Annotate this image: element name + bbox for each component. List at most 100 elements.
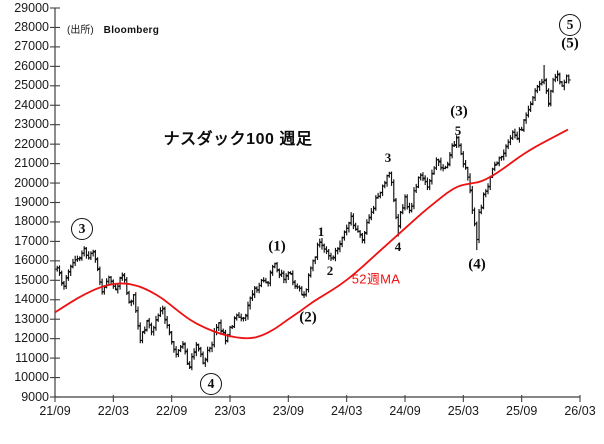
weekly-price-bar: [131, 294, 136, 305]
x-axis-tick-label: 23/03: [214, 404, 246, 418]
weekly-price-bar: [322, 243, 327, 253]
ohlc-bars: [55, 64, 571, 371]
weekly-price-bar: [546, 88, 551, 107]
weekly-price-bar: [495, 161, 499, 166]
weekly-price-bar: [492, 161, 497, 172]
y-axis-tick-label: 12000: [14, 331, 49, 346]
weekly-price-bar: [147, 317, 152, 329]
weekly-price-bar: [275, 262, 280, 273]
x-axis-tick-label: 23/09: [272, 404, 304, 418]
weekly-price-bar: [57, 265, 62, 276]
annotation-wave-5-circled: 5: [559, 14, 581, 36]
weekly-price-bar: [474, 221, 479, 251]
weekly-price-bar: [207, 346, 212, 353]
weekly-price-bar: [82, 246, 87, 257]
y-axis-tick-label: 25000: [14, 78, 49, 93]
x-axis-tick-label: 24/03: [331, 404, 363, 418]
weekly-price-bar: [358, 230, 363, 238]
weekly-price-bar: [351, 213, 356, 230]
weekly-price-bar: [544, 78, 549, 94]
weekly-price-bar: [113, 284, 118, 291]
weekly-price-bar: [533, 88, 538, 102]
y-axis-tick-label: 10000: [14, 370, 49, 385]
weekly-price-bar: [360, 233, 365, 244]
weekly-price-bar: [425, 177, 430, 191]
y-axis-tick-label: 27000: [14, 39, 49, 54]
weekly-price-bar: [369, 208, 374, 221]
weekly-price-bar: [439, 157, 443, 171]
weekly-price-bar: [104, 278, 109, 289]
weekly-price-bar: [436, 158, 441, 166]
weekly-price-bar: [391, 179, 396, 203]
weekly-price-bar: [180, 341, 185, 349]
weekly-price-bar: [398, 211, 403, 229]
weekly-price-bar: [522, 119, 526, 132]
annotation-minor-2: 2: [326, 263, 334, 278]
weekly-price-bar: [483, 189, 488, 198]
weekly-price-bar: [140, 331, 145, 344]
x-axis-tick-label: 25/03: [447, 404, 479, 418]
annotation-minor-5: 5: [454, 123, 462, 138]
weekly-price-bar: [201, 351, 205, 365]
weekly-price-bar: [320, 238, 324, 250]
weekly-price-bar: [80, 250, 84, 261]
weekly-price-bar: [198, 346, 203, 358]
weekly-price-bar: [91, 249, 96, 257]
weekly-price-bar: [333, 247, 338, 262]
weekly-price-bar: [400, 204, 405, 215]
weekly-price-bar: [329, 252, 333, 261]
weekly-price-bar: [306, 273, 311, 293]
weekly-price-bar: [160, 305, 165, 315]
weekly-price-bar: [447, 152, 452, 167]
weekly-price-bar: [183, 342, 188, 355]
weekly-price-bar: [434, 157, 439, 170]
weekly-price-bar: [526, 105, 531, 118]
x-axis-tick-label: 22/03: [97, 404, 129, 418]
annotation-sub-5: (5): [561, 35, 579, 52]
annotation-sub-3: (3): [450, 103, 468, 120]
y-axis-tick-label: 19000: [14, 195, 49, 209]
weekly-price-bar: [450, 143, 455, 159]
weekly-price-bar: [174, 346, 179, 358]
weekly-price-bar: [89, 251, 93, 260]
weekly-price-bar: [501, 149, 506, 161]
weekly-price-bar: [364, 219, 369, 235]
weekly-price-bar: [477, 209, 481, 244]
x-axis-tick-label: 25/09: [506, 404, 538, 418]
weekly-price-bar: [145, 320, 149, 332]
annotation-minor-4: 4: [394, 239, 402, 254]
weekly-price-bar: [542, 64, 546, 85]
weekly-price-bar: [77, 256, 82, 262]
y-axis-tick-label: 15000: [14, 272, 49, 287]
weekly-price-bar: [194, 342, 199, 357]
weekly-price-bar: [452, 141, 457, 147]
weekly-price-bar: [423, 175, 428, 185]
weekly-price-bar: [55, 265, 60, 272]
y-axis-tick-label: 24000: [14, 97, 49, 112]
weekly-price-bar: [290, 270, 295, 286]
weekly-price-bar: [163, 306, 167, 324]
weekly-price-bar: [344, 224, 349, 236]
weekly-price-bar: [62, 281, 66, 290]
x-axis-tick-label: 24/09: [389, 404, 421, 418]
weekly-price-bar: [185, 348, 190, 365]
weekly-price-bar: [120, 272, 125, 281]
weekly-price-bar: [203, 357, 208, 367]
y-axis-tick-label: 11000: [15, 350, 49, 365]
weekly-price-bar: [109, 275, 113, 284]
weekly-price-bar: [192, 348, 196, 360]
y-axis-tick-label: 28000: [14, 19, 49, 34]
weekly-price-bar: [284, 273, 288, 284]
annotation-sub-1: (1): [268, 238, 286, 255]
weekly-price-bar: [562, 79, 567, 91]
weekly-price-bar: [281, 270, 286, 284]
weekly-price-bar: [407, 202, 412, 214]
weekly-price-bar: [187, 361, 192, 369]
weekly-price-bar: [465, 166, 470, 181]
weekly-price-bar: [95, 257, 100, 272]
weekly-price-bar: [299, 286, 304, 296]
weekly-price-bar: [129, 299, 134, 307]
annotation-wave-3-circled: 3: [71, 218, 93, 240]
weekly-price-bar: [277, 268, 282, 279]
